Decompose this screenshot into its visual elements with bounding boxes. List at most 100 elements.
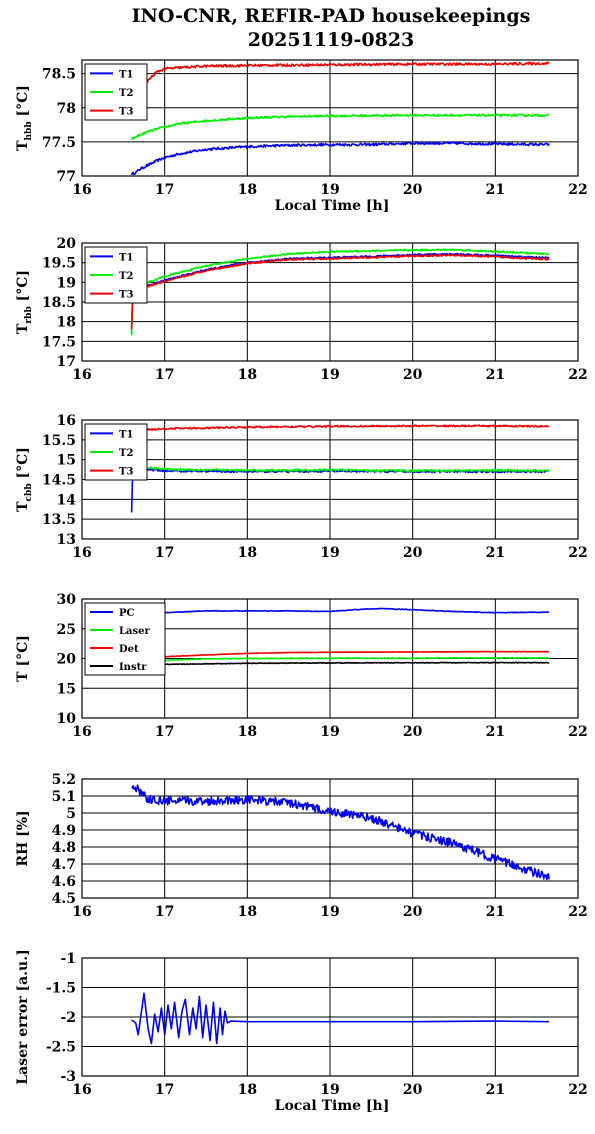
y-axis-label: Trbb [°C]	[15, 270, 34, 334]
x-tick-label: 20	[403, 904, 423, 920]
y-tick-label: 14.5	[42, 473, 76, 489]
legend-label: Det	[119, 644, 139, 655]
y-tick-label: 20	[57, 236, 77, 252]
y-tick-label: 4.7	[52, 857, 76, 873]
x-tick-label: 21	[486, 182, 505, 198]
series-line-pc	[131, 607, 550, 616]
x-tick-label: 21	[486, 545, 505, 561]
y-tick-label: 4.5	[52, 891, 76, 907]
legend-label: PC	[119, 608, 135, 619]
x-tick-label: 17	[155, 367, 174, 383]
x-tick-label: 22	[568, 1082, 587, 1098]
y-tick-label: -1.5	[46, 981, 76, 997]
x-tick-label: 16	[72, 724, 91, 740]
y-tick-label: 18.5	[42, 295, 76, 311]
plot-frame	[81, 598, 579, 719]
y-tick-label: 5.2	[52, 772, 76, 788]
x-tick-label: 20	[403, 545, 423, 561]
x-tick-label: 22	[568, 724, 587, 740]
panel-5: 4.54.64.74.84.955.15.2 16 17 18 19 20 21 22 RH […	[15, 772, 588, 920]
x-tick-label: 18	[238, 367, 257, 383]
x-tick-label: 22	[568, 367, 587, 383]
legend-label: T3	[119, 107, 133, 118]
y-tick-label: 30	[57, 592, 77, 608]
y-axis-label: Tcbb [°C]	[15, 447, 34, 512]
x-tick-label: 17	[155, 724, 174, 740]
plot-frame	[81, 778, 579, 899]
y-tick-label: -1	[60, 951, 76, 967]
series-line	[131, 784, 550, 881]
series-line-t1	[130, 467, 550, 513]
series-line-t2	[130, 113, 550, 141]
x-tick-label: 21	[486, 904, 505, 920]
y-axis-label: RH [%]	[15, 810, 31, 866]
y-tick-label: 13.5	[42, 512, 76, 528]
series-line-t1	[130, 141, 550, 176]
x-tick-label: 20	[403, 724, 423, 740]
y-tick-label: 15.5	[42, 433, 76, 449]
x-tick-label: 21	[486, 367, 505, 383]
legend-label: T2	[119, 88, 133, 99]
x-tick-label: 18	[238, 904, 257, 920]
x-tick-label: 19	[320, 1082, 339, 1098]
x-tick-label: 17	[155, 1082, 174, 1098]
y-tick-label: 5.1	[52, 789, 76, 805]
x-tick-label: 20	[403, 182, 423, 198]
y-tick-label: 10	[57, 711, 77, 727]
y-tick-label: 19	[57, 275, 76, 291]
y-tick-label: -3	[60, 1069, 76, 1085]
x-tick-label: 20	[403, 367, 423, 383]
y-tick-label: 25	[57, 622, 76, 638]
series-line-t2	[147, 466, 550, 473]
y-tick-label: 16	[57, 413, 76, 429]
plot-frame	[81, 957, 579, 1077]
x-tick-label: 17	[155, 545, 174, 561]
x-tick-label: 17	[155, 182, 174, 198]
y-tick-label: 17.5	[42, 334, 76, 350]
legend-label: Instr	[119, 662, 147, 673]
y-tick-label: 4.9	[52, 823, 76, 839]
y-axis-label: T [°C]	[15, 635, 31, 682]
x-tick-label: 16	[72, 1082, 91, 1098]
x-tick-label: 19	[320, 724, 339, 740]
y-tick-label: 13	[57, 532, 76, 548]
x-tick-label: 17	[155, 904, 174, 920]
y-tick-label: -2	[60, 1010, 76, 1026]
plot-frame	[81, 242, 579, 362]
chart-title: INO-CNR, REFIR-PAD housekeepings	[132, 5, 531, 27]
x-tick-label: 20	[403, 1082, 423, 1098]
x-tick-label: 16	[72, 545, 91, 561]
x-tick-label: 18	[238, 182, 257, 198]
x-tick-label: 22	[568, 904, 587, 920]
legend-label: T3	[119, 290, 133, 301]
series-line-laser	[131, 656, 550, 664]
x-tick-label: 22	[568, 545, 587, 561]
x-tick-label: 16	[72, 904, 91, 920]
panel-3: 13 13.5 14 14.5 15 15.5 16 16 17 18 19 20 21 22 T1 T2 T3…	[15, 413, 588, 561]
x-tick-label: 21	[486, 724, 505, 740]
x-tick-label: 18	[238, 1082, 257, 1098]
y-tick-label: 4.8	[52, 840, 76, 856]
x-tick-label: 19	[320, 904, 339, 920]
chart-date: 20251119-0823	[248, 29, 415, 51]
series-line-t3	[135, 424, 550, 433]
x-tick-label: 19	[320, 367, 339, 383]
y-tick-label: 15	[57, 453, 76, 469]
panel-4: 10 15 20 25 30 16 17 18 19 20 21 22 PC Laser Det Instr T…	[15, 592, 588, 740]
y-tick-label: 14	[57, 492, 77, 508]
x-tick-label: 16	[72, 367, 91, 383]
legend-label: Laser	[119, 626, 151, 637]
y-tick-label: 78.5	[42, 67, 76, 83]
legend-box	[84, 602, 166, 676]
plot-frame	[81, 419, 579, 540]
legend-label: T2	[119, 448, 133, 459]
legend-label: T1	[119, 252, 133, 263]
x-tick-label: 19	[320, 182, 339, 198]
y-axis-label: Thbb [°C]	[15, 85, 34, 151]
legend-label: T1	[119, 69, 133, 80]
legend-label: T3	[119, 467, 133, 478]
y-tick-label: -2.5	[46, 1040, 76, 1056]
y-tick-label: 18	[57, 315, 76, 331]
